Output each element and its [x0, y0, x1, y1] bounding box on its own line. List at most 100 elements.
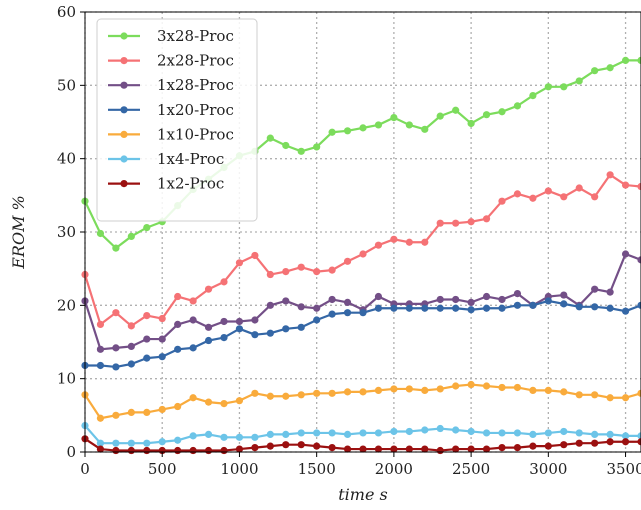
data-point	[266, 270, 274, 279]
x-tick-label: 2000	[375, 460, 413, 478]
data-point	[143, 224, 151, 232]
data-point	[204, 323, 213, 331]
legend-label: 3x28-Proc	[157, 27, 234, 45]
data-point	[452, 426, 460, 434]
series-1x2-Proc	[81, 435, 641, 455]
data-point	[96, 229, 105, 238]
data-point	[235, 433, 244, 441]
legend-swatch-marker	[120, 57, 128, 65]
data-point	[328, 266, 336, 274]
y-tick-label: 30	[57, 223, 76, 241]
data-point	[621, 181, 630, 189]
data-point	[498, 108, 506, 116]
legend-box	[96, 18, 258, 222]
data-point	[328, 429, 336, 437]
data-point	[313, 304, 321, 312]
data-point	[328, 295, 336, 304]
x-tick-label: 3000	[529, 460, 567, 478]
data-point	[560, 441, 568, 449]
data-point	[96, 320, 105, 328]
data-point	[529, 92, 537, 100]
data-point	[513, 190, 522, 198]
data-point	[343, 430, 352, 438]
data-point	[251, 331, 259, 339]
data-point	[436, 304, 444, 312]
data-point	[606, 288, 614, 296]
data-point	[467, 427, 475, 436]
data-point	[575, 303, 583, 311]
data-point	[436, 295, 444, 304]
data-point	[251, 251, 259, 260]
data-point	[328, 389, 336, 397]
data-point	[591, 67, 599, 75]
data-point	[313, 268, 321, 276]
data-point	[529, 194, 537, 202]
data-point	[513, 383, 522, 392]
data-point	[143, 335, 151, 343]
data-point	[266, 329, 274, 337]
series-2x28-Proc	[81, 171, 641, 330]
data-point	[127, 322, 135, 330]
data-point	[637, 389, 641, 397]
data-point	[452, 106, 460, 114]
data-point	[282, 430, 290, 438]
data-point	[390, 114, 398, 122]
x-tick-label: 2500	[452, 460, 490, 478]
data-point	[591, 430, 599, 438]
data-point	[544, 297, 552, 305]
data-point	[127, 408, 135, 416]
data-point	[174, 345, 182, 353]
data-point	[529, 386, 537, 394]
data-point	[266, 392, 274, 400]
data-point	[637, 432, 641, 440]
data-point	[313, 442, 321, 450]
data-point	[359, 445, 367, 453]
data-point	[374, 292, 383, 301]
data-point	[235, 259, 244, 267]
x-tick-label: 1000	[220, 460, 258, 478]
data-point	[606, 304, 614, 312]
data-point	[204, 446, 213, 455]
data-point	[112, 344, 120, 352]
data-point	[452, 445, 460, 453]
data-point	[560, 300, 568, 308]
grid	[84, 11, 641, 453]
data-point	[591, 285, 599, 293]
data-point	[282, 441, 290, 449]
data-point	[513, 444, 522, 452]
data-point	[498, 304, 506, 312]
data-point	[421, 386, 429, 394]
y-tick-label: 60	[57, 3, 76, 21]
legend-label: 2x28-Proc	[157, 52, 234, 70]
data-point	[251, 444, 259, 452]
data-point	[591, 391, 599, 399]
data-point	[251, 433, 259, 441]
data-point	[482, 429, 491, 437]
data-point	[189, 432, 197, 440]
x-tick-label: 0	[80, 460, 90, 478]
data-point	[606, 394, 614, 402]
data-point	[220, 433, 228, 441]
ticks: 0 500 1000 1500 2000 2500 3000 3500 0 10 20 30 40 50 6…	[57, 3, 641, 478]
data-point	[621, 56, 630, 64]
data-point	[482, 382, 491, 390]
data-point	[297, 303, 305, 311]
data-point	[112, 446, 120, 455]
x-tick-label: 3500	[606, 460, 641, 478]
data-point	[174, 436, 182, 444]
data-point	[251, 389, 259, 397]
data-point	[343, 298, 352, 306]
data-point	[591, 439, 599, 447]
data-point	[482, 215, 491, 223]
data-point	[112, 439, 120, 447]
data-point	[143, 408, 151, 416]
data-point	[189, 316, 197, 324]
x-axis-label: time s	[338, 485, 387, 504]
data-point	[498, 383, 506, 392]
legend-item: 2x28-Proc	[108, 52, 234, 70]
data-point	[204, 430, 213, 438]
legend-swatch-marker	[120, 32, 128, 40]
series-layer	[81, 56, 641, 455]
data-point	[112, 244, 120, 252]
series-1x4-Proc	[81, 422, 641, 447]
